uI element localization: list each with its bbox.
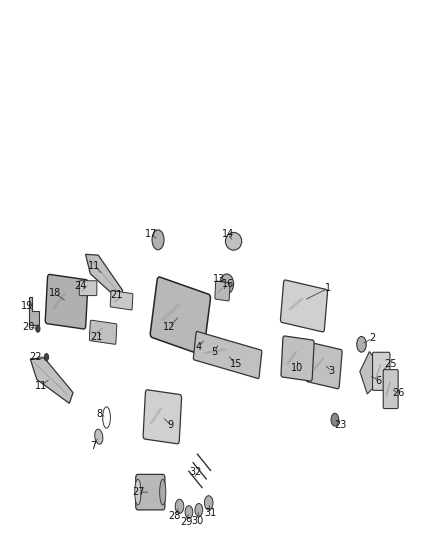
Text: 14: 14 (222, 229, 234, 239)
Text: 7: 7 (90, 441, 96, 451)
FancyBboxPatch shape (373, 352, 390, 390)
Text: 29: 29 (180, 517, 192, 527)
Ellipse shape (36, 325, 40, 332)
FancyBboxPatch shape (281, 336, 314, 381)
Text: 9: 9 (168, 421, 174, 430)
Ellipse shape (160, 479, 166, 505)
Text: 24: 24 (74, 281, 87, 291)
Ellipse shape (195, 504, 203, 516)
Text: 31: 31 (204, 508, 216, 519)
Polygon shape (30, 358, 73, 403)
Ellipse shape (205, 496, 213, 510)
Text: 28: 28 (169, 511, 181, 521)
Ellipse shape (95, 429, 103, 444)
Ellipse shape (216, 338, 222, 348)
Text: 1: 1 (325, 283, 332, 293)
FancyBboxPatch shape (89, 320, 117, 344)
FancyBboxPatch shape (383, 369, 398, 409)
Text: 19: 19 (21, 301, 33, 311)
Ellipse shape (152, 230, 164, 250)
FancyBboxPatch shape (215, 281, 230, 301)
Text: 18: 18 (49, 288, 61, 298)
Text: 11: 11 (88, 261, 101, 271)
Text: 16: 16 (222, 279, 234, 289)
Text: 23: 23 (334, 419, 346, 430)
Text: 15: 15 (230, 359, 242, 369)
Text: 13: 13 (213, 274, 225, 284)
Text: 8: 8 (97, 409, 103, 419)
Text: 5: 5 (212, 347, 218, 357)
FancyBboxPatch shape (110, 290, 133, 310)
Ellipse shape (135, 479, 141, 505)
Ellipse shape (357, 336, 366, 352)
FancyBboxPatch shape (79, 281, 97, 296)
Polygon shape (29, 297, 39, 325)
Text: 4: 4 (195, 342, 201, 352)
Text: 6: 6 (376, 376, 382, 385)
Ellipse shape (220, 274, 233, 294)
Ellipse shape (175, 499, 184, 513)
Text: 22: 22 (29, 352, 42, 362)
Ellipse shape (44, 353, 49, 361)
FancyBboxPatch shape (150, 277, 211, 355)
Text: 20: 20 (22, 321, 34, 332)
Text: 32: 32 (189, 467, 201, 477)
Text: 21: 21 (91, 332, 103, 342)
Polygon shape (360, 351, 378, 394)
Text: 30: 30 (191, 515, 204, 526)
Text: 21: 21 (111, 290, 123, 300)
Text: 11: 11 (35, 381, 47, 391)
Text: 12: 12 (163, 321, 176, 332)
Ellipse shape (331, 413, 339, 426)
Text: 26: 26 (392, 387, 405, 398)
FancyBboxPatch shape (143, 390, 182, 444)
Ellipse shape (202, 334, 208, 343)
Text: 17: 17 (145, 229, 157, 239)
Polygon shape (85, 254, 123, 300)
FancyBboxPatch shape (193, 332, 262, 378)
FancyBboxPatch shape (136, 474, 165, 510)
FancyBboxPatch shape (45, 274, 88, 329)
Ellipse shape (226, 232, 242, 250)
Text: 3: 3 (328, 366, 335, 376)
Text: 25: 25 (385, 359, 397, 369)
FancyBboxPatch shape (280, 280, 328, 332)
Text: 27: 27 (132, 487, 145, 497)
Text: 2: 2 (370, 333, 376, 343)
FancyBboxPatch shape (306, 343, 342, 389)
Ellipse shape (185, 506, 193, 519)
Text: 10: 10 (291, 364, 304, 374)
